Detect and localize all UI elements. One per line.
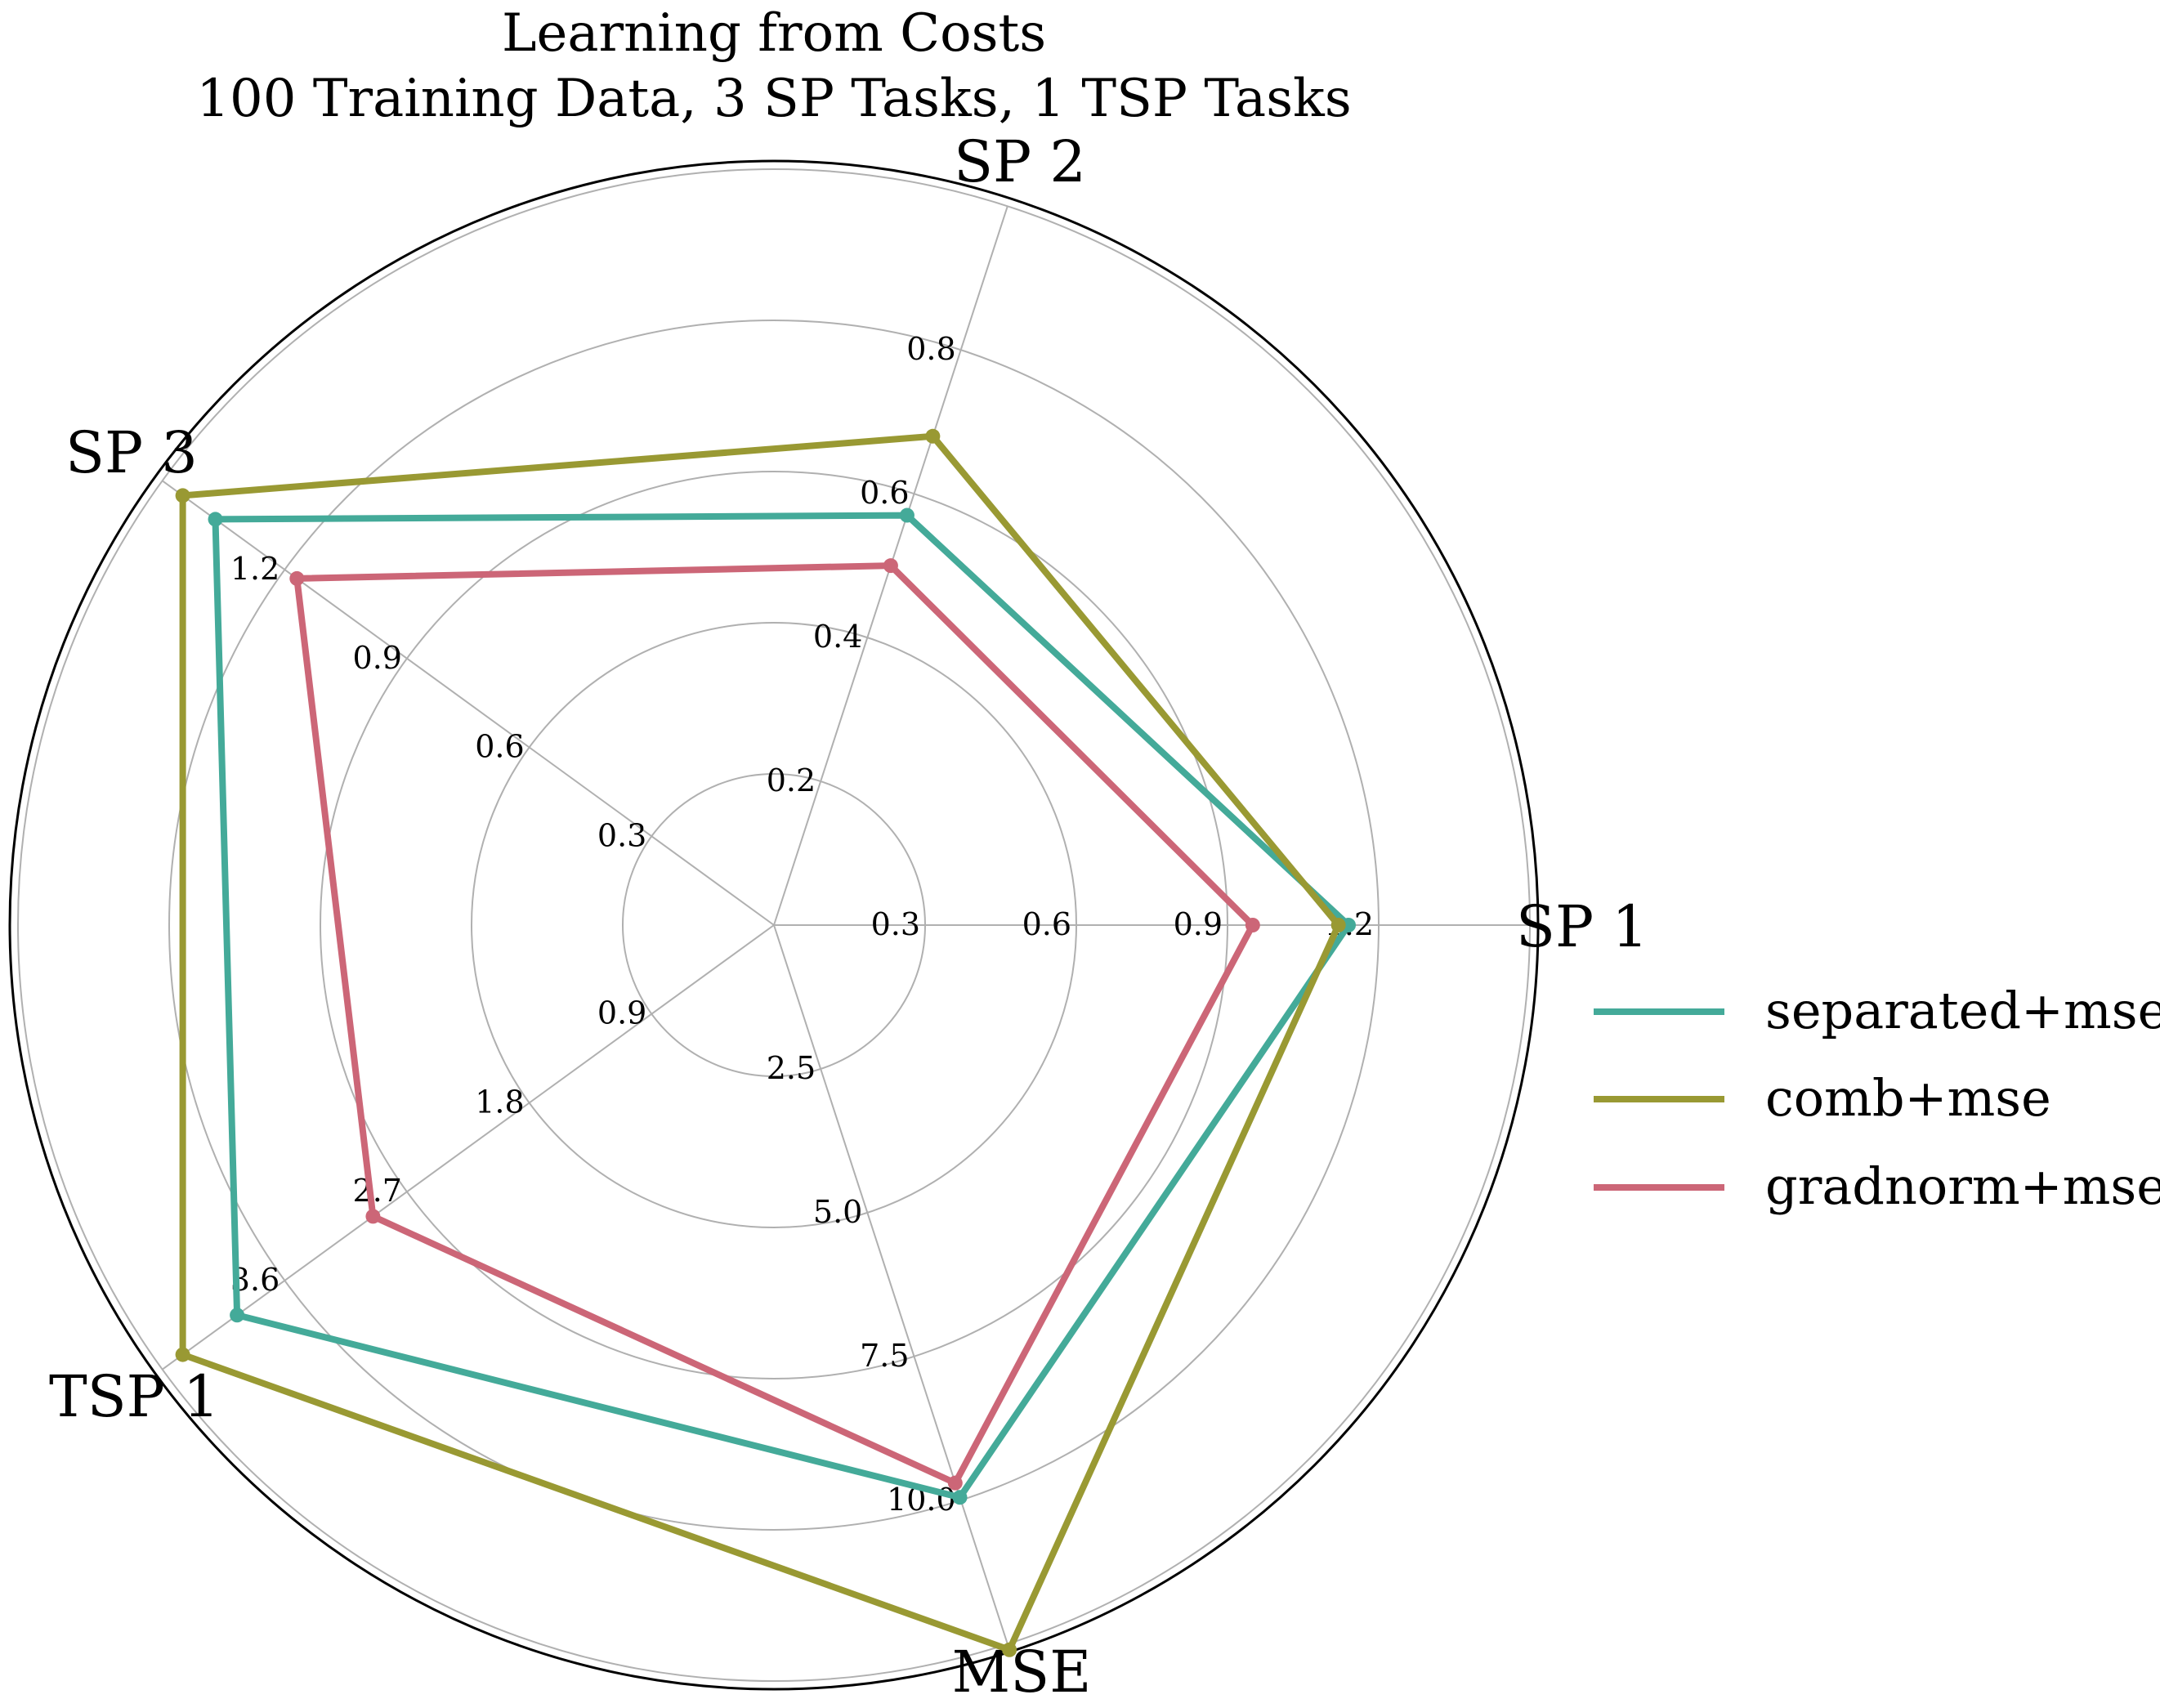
data-point-gradnorm-mse-5 bbox=[947, 1475, 963, 1491]
axis-label-sp-3: SP 3 bbox=[65, 419, 198, 486]
tick-label: 0.6 bbox=[1022, 906, 1071, 942]
tick-label: 2.7 bbox=[353, 1173, 402, 1209]
axis-label-sp-2: SP 2 bbox=[954, 128, 1086, 195]
axis-label-tsp-1: TSP 1 bbox=[49, 1363, 220, 1430]
tick-label: 0.8 bbox=[906, 331, 955, 367]
radar-series bbox=[175, 428, 1356, 1657]
series-line-gradnorm-mse bbox=[293, 562, 1257, 1487]
data-point-separated-mse-1 bbox=[1341, 918, 1356, 932]
tick-label: 5.0 bbox=[813, 1194, 862, 1230]
chart-title-line-2: 100 Training Data, 3 SP Tasks, 1 TSP Tas… bbox=[196, 69, 1351, 129]
data-point-comb-mse-4 bbox=[175, 1347, 190, 1362]
spoke-4 bbox=[162, 924, 775, 1370]
radar-axis-labels: SP 1 SP 2 SP 3 TSP 1 MSE bbox=[49, 128, 1648, 1706]
data-point-separated-mse-4 bbox=[230, 1308, 245, 1323]
tick-label: 0.9 bbox=[353, 640, 402, 676]
tick-label: 0.9 bbox=[1174, 906, 1223, 942]
data-point-separated-mse-2 bbox=[899, 507, 915, 523]
series-line-comb-mse bbox=[179, 432, 1343, 1654]
radar-grid bbox=[8, 159, 1540, 1691]
spoke-5 bbox=[773, 924, 1008, 1645]
data-point-gradnorm-mse-3 bbox=[289, 570, 305, 586]
legend-label-gradnorm-mse: gradnorm+mse bbox=[1765, 1156, 2160, 1216]
data-point-gradnorm-mse-2 bbox=[883, 558, 898, 574]
data-point-gradnorm-mse-4 bbox=[365, 1209, 381, 1224]
tick-label: 1.8 bbox=[475, 1084, 524, 1120]
tick-label: 0.2 bbox=[767, 762, 816, 798]
tick-label: 0.4 bbox=[813, 619, 862, 655]
series-line-separated-mse bbox=[212, 512, 1353, 1501]
data-point-gradnorm-mse-1 bbox=[1245, 918, 1260, 932]
tick-label: 0.6 bbox=[860, 475, 909, 511]
tick-label: 0.6 bbox=[475, 729, 524, 765]
radar-frame bbox=[8, 159, 1540, 1691]
chart-legend: separated+mse comb+mse gradnorm+mse bbox=[1594, 981, 2160, 1216]
legend-label-separated-mse: separated+mse bbox=[1765, 981, 2160, 1040]
spoke-3 bbox=[162, 480, 775, 926]
data-point-separated-mse-3 bbox=[208, 512, 223, 527]
tick-label: 0.3 bbox=[871, 906, 920, 942]
tick-label: 0.9 bbox=[597, 995, 646, 1031]
tick-label: 1.2 bbox=[230, 551, 280, 587]
data-point-comb-mse-3 bbox=[175, 488, 190, 503]
tick-label: 0.3 bbox=[597, 817, 646, 853]
axis-label-sp-1: SP 1 bbox=[1516, 893, 1648, 960]
data-point-comb-mse-5 bbox=[1002, 1642, 1017, 1657]
tick-label: 7.5 bbox=[860, 1338, 909, 1374]
axis-label-mse: MSE bbox=[952, 1639, 1092, 1706]
data-point-separated-mse-5 bbox=[952, 1490, 968, 1505]
tick-label: 2.5 bbox=[767, 1050, 816, 1086]
radar-tick-labels: 0.30.60.91.20.20.40.60.80.30.60.91.20.91… bbox=[230, 331, 1374, 1518]
chart-title-line-1: Learning from Costs bbox=[502, 3, 1046, 64]
data-point-comb-mse-1 bbox=[1330, 918, 1346, 932]
data-point-comb-mse-2 bbox=[925, 428, 941, 444]
legend-label-comb-mse: comb+mse bbox=[1765, 1068, 2051, 1128]
